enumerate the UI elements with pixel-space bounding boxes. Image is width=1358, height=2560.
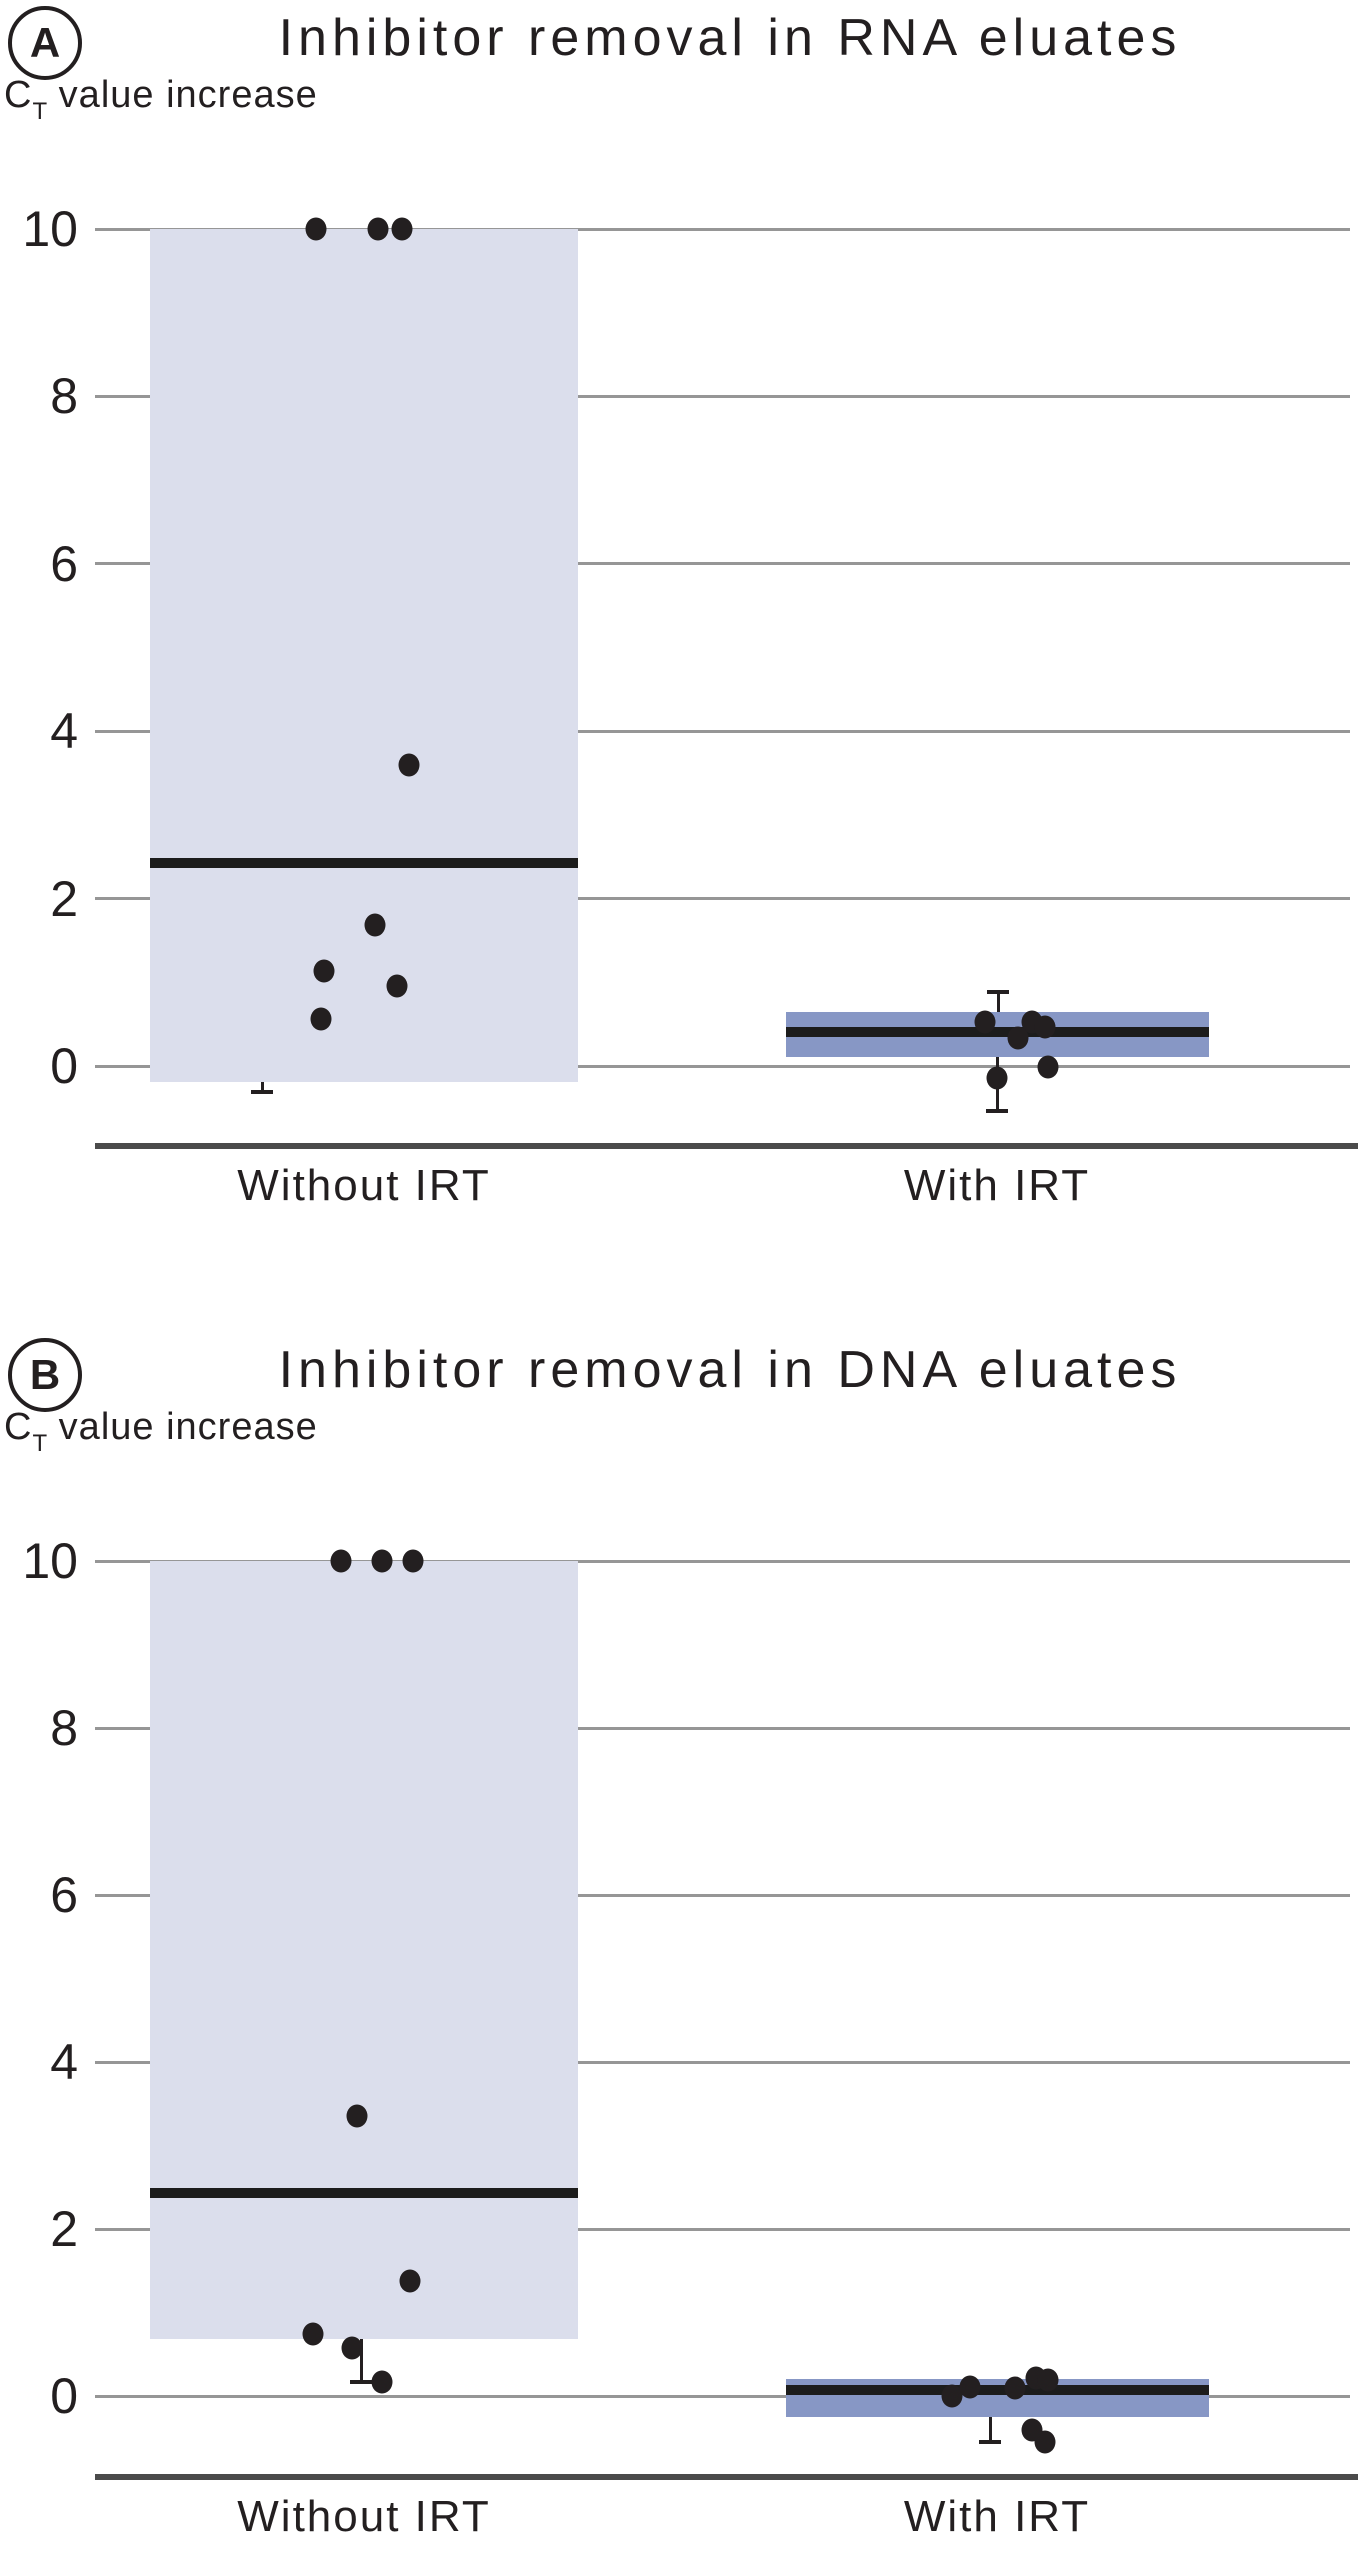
data-point — [1004, 2376, 1026, 2400]
median-line — [150, 858, 578, 869]
data-point — [313, 959, 335, 983]
data-point — [1034, 2430, 1056, 2454]
box-without-irt — [150, 229, 578, 1082]
whisker-upper — [996, 992, 1000, 1012]
y-tick-label: 4 — [50, 703, 78, 760]
category-label-with-irt: With IRT — [903, 2492, 1091, 2541]
data-point — [1007, 1026, 1029, 1050]
whisker-lower-cap — [251, 1089, 273, 1094]
x-axis-line — [95, 1143, 1358, 1149]
data-point — [959, 2375, 981, 2399]
data-point — [371, 2370, 393, 2394]
data-point — [346, 2104, 368, 2128]
data-point — [402, 1549, 424, 1573]
x-axis-line — [95, 2474, 1358, 2480]
y-tick-label: 0 — [50, 1038, 78, 1094]
gridline-y0 — [95, 1064, 1350, 1068]
panel-a-title: Inhibitor removal in RNA eluates — [278, 9, 1182, 67]
data-point — [341, 2336, 363, 2360]
data-point — [399, 2269, 421, 2293]
category-label-with-irt: With IRT — [903, 1161, 1091, 1210]
panel-a-badge: A — [8, 6, 82, 80]
y-tick-label: 10 — [22, 1533, 78, 1589]
median-line — [786, 2385, 1209, 2396]
gridline-y8 — [95, 394, 1350, 398]
data-point — [398, 753, 420, 777]
whisker-lower — [359, 2339, 363, 2382]
data-point — [1037, 2368, 1059, 2392]
ct-symbol: C — [4, 74, 33, 116]
gridline-y10 — [95, 227, 1350, 231]
y-tick-label: 2 — [50, 870, 78, 927]
whisker-lower-cap — [979, 2439, 1001, 2444]
category-label-without-irt: Without IRT — [237, 2492, 491, 2541]
data-point — [986, 1066, 1008, 1090]
data-point — [371, 1549, 393, 1573]
y-axis-title-text: value increase — [47, 1406, 318, 1448]
y-tick-label: 2 — [50, 2201, 78, 2257]
median-line — [786, 1026, 1209, 1037]
data-point — [391, 217, 413, 241]
box-without-irt — [150, 1561, 578, 2340]
y-tick-label: 6 — [50, 535, 78, 592]
whisker-lower-cap — [986, 1109, 1008, 1114]
ct-subscript: T — [32, 1430, 48, 1457]
data-point — [974, 1010, 996, 1034]
data-point — [330, 1549, 352, 1573]
gridline-y4 — [95, 2060, 1350, 2064]
y-tick-label: 6 — [50, 1867, 78, 1923]
y-tick-label: 4 — [50, 2034, 78, 2090]
panel-b-y-axis-title: CT value increase — [4, 1406, 318, 1457]
panel-a-letter: A — [29, 19, 61, 66]
panel-b-badge: B — [8, 1338, 82, 1412]
whisker-lower — [988, 2416, 992, 2442]
median-line — [150, 2188, 578, 2199]
data-point — [1034, 1015, 1056, 1039]
gridline-y4 — [95, 729, 1350, 733]
panel-b-letter: B — [29, 1351, 61, 1398]
gridline-y0 — [95, 2394, 1350, 2398]
y-tick-label: 0 — [50, 2368, 78, 2424]
data-point — [305, 217, 327, 241]
data-point — [310, 1007, 332, 1031]
data-point — [302, 2322, 324, 2346]
gridline-y6 — [95, 562, 1350, 566]
data-point — [941, 2384, 963, 2408]
ct-subscript: T — [32, 98, 48, 125]
category-label-without-irt: Without IRT — [237, 1161, 491, 1210]
panel-b-title: Inhibitor removal in DNA eluates — [278, 1341, 1182, 1399]
data-point — [367, 217, 389, 241]
whisker-upper-cap — [987, 990, 1009, 995]
whisker-lower-cap — [350, 2379, 372, 2384]
y-tick-label: 8 — [50, 1700, 78, 1756]
gridline-y8 — [95, 1726, 1350, 1730]
data-point — [364, 913, 386, 937]
y-axis-title-text: value increase — [47, 74, 318, 116]
data-point — [1037, 1055, 1059, 1079]
gridline-y6 — [95, 1893, 1350, 1897]
ct-symbol: C — [4, 1406, 33, 1448]
data-point — [386, 974, 408, 998]
y-tick-label: 8 — [50, 368, 78, 425]
gridline-y10 — [95, 1559, 1350, 1563]
y-tick-label: 10 — [22, 201, 78, 257]
gridline-y2 — [95, 2227, 1350, 2231]
whisker-lower — [260, 1081, 264, 1092]
gridline-y2 — [95, 897, 1350, 901]
panel-a-y-axis-title: CT value increase — [4, 74, 318, 125]
